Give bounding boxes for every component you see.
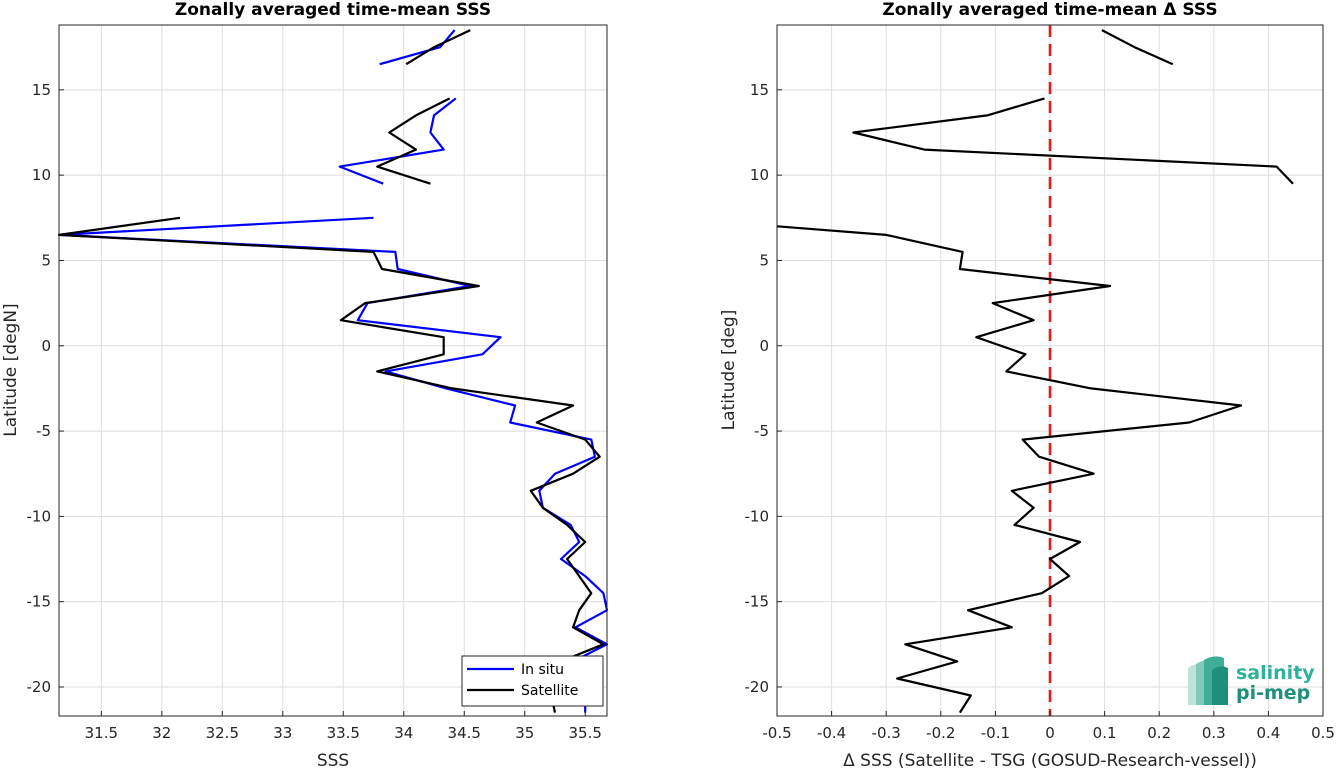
x-tick-label: 0.4 (1256, 724, 1280, 742)
salinity-pi-mep-logo: salinity pi-mep (1188, 656, 1315, 705)
y-tick-label: 5 (759, 251, 769, 269)
x-tick-label: 0 (1045, 724, 1055, 742)
x-tick-label: 0.5 (1311, 724, 1335, 742)
satellite-line (57, 216, 605, 713)
x-tick-label: 32 (152, 724, 171, 742)
y-tick-label: 10 (32, 166, 51, 184)
x-tick-label: 32.5 (206, 724, 239, 742)
satellite-line (405, 29, 471, 66)
x-tick-label: 0.1 (1093, 724, 1117, 742)
x-tick-label: 35.5 (569, 724, 602, 742)
x-tick-label: 33.5 (327, 724, 360, 742)
y-axis-label: Latitude [degN] (1, 303, 21, 436)
y-tick-label: -15 (745, 593, 770, 611)
x-tick-label: 35 (515, 724, 534, 742)
y-tick-label: -20 (745, 678, 770, 696)
legend-label-in-situ: In situ (521, 662, 564, 678)
delta-sss-line (1101, 29, 1174, 66)
x-axis-label: SSS (317, 751, 349, 769)
ticks: 31.5 32 32.5 33 33.5 34 34.5 35 35.5 -20 -15 -10 -5 0… (27, 81, 602, 742)
y-tick-label: 0 (41, 337, 51, 355)
y-tick-label: 15 (750, 81, 769, 99)
legend-label-satellite: Satellite (521, 683, 578, 699)
x-tick-label: 0.2 (1147, 724, 1171, 742)
x-tick-label: 0.3 (1202, 724, 1226, 742)
delta-sss-line (852, 97, 1294, 185)
x-axis-label: Δ SSS (Satellite - TSG (GOSUD-Research-v… (843, 751, 1257, 769)
y-tick-label: 5 (41, 251, 51, 269)
satellite-line (376, 97, 451, 185)
delta-sss-panel: -0.5 -0.4 -0.3 -0.2 -0.1 0 0.1 0.2 0.3 0.4 0.5 -20 -… (719, 0, 1335, 769)
legend: In situ Satellite (461, 655, 604, 707)
y-tick-label: 10 (750, 166, 769, 184)
y-tick-label: -20 (27, 678, 52, 696)
x-tick-label: -0.4 (817, 724, 846, 742)
x-tick-label: 34.5 (448, 724, 481, 742)
y-tick-label: 0 (759, 337, 769, 355)
in-situ-line (379, 29, 456, 66)
logo-text-pi-mep: pi-mep (1236, 682, 1310, 704)
y-tick-label: -10 (745, 507, 770, 525)
x-tick-label: -0.2 (926, 724, 955, 742)
ticks: -0.5 -0.4 -0.3 -0.2 -0.1 0 0.1 0.2 0.3 0.4 0.5 -20 -… (745, 81, 1335, 742)
sss-panel: 31.5 32 32.5 33 33.5 34 34.5 35 35.5 -20 -15 -10 -5 0… (1, 0, 609, 769)
axes-box (58, 24, 608, 717)
y-tick-label: -15 (27, 593, 52, 611)
y-tick-label: -5 (754, 422, 769, 440)
y-axis-label: Latitude [deg] (719, 310, 739, 431)
delta-sss-line (776, 225, 1243, 714)
legend-box (461, 655, 604, 707)
logo-text-salinity: salinity (1236, 662, 1315, 684)
x-tick-label: -0.5 (762, 724, 791, 742)
x-tick-label: 31.5 (85, 724, 118, 742)
y-tick-label: -10 (27, 507, 52, 525)
x-tick-label: -0.1 (981, 724, 1010, 742)
series-lines (57, 29, 609, 713)
plot-area (59, 25, 607, 716)
y-tick-label: 15 (32, 81, 51, 99)
series-lines (776, 29, 1294, 714)
x-tick-label: -0.3 (872, 724, 901, 742)
in-situ-line (338, 97, 457, 185)
logo-wave-icon (1188, 656, 1228, 705)
x-tick-label: 34 (394, 724, 413, 742)
x-tick-label: 33 (273, 724, 292, 742)
chart-title: Zonally averaged time-mean SSS (175, 0, 491, 20)
y-tick-label: -5 (36, 422, 51, 440)
chart-title: Zonally averaged time-mean Δ SSS (882, 0, 1217, 20)
